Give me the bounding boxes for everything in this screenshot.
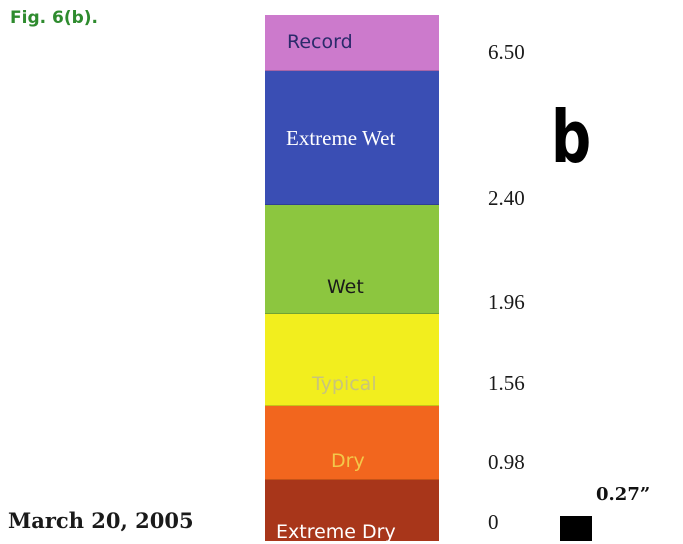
band-wet: Wet — [265, 205, 439, 314]
band-label-extreme-wet: Extreme Wet — [286, 126, 396, 150]
band-extreme-dry: Extreme Dry — [265, 480, 439, 543]
panel-letter: b — [551, 95, 592, 179]
band-extreme-wet: Extreme Wet — [265, 71, 439, 205]
band-label-record: Record — [287, 31, 353, 53]
band-typical: Typical — [265, 314, 439, 406]
precipitation-value-label: 0.27” — [596, 484, 651, 505]
precipitation-color-scale: Record Extreme Wet Wet Typical Dry Extre… — [265, 15, 439, 543]
threshold-label: 1.56 — [488, 371, 525, 395]
precipitation-value-bar — [560, 516, 592, 541]
threshold-label: 1.96 — [488, 290, 525, 314]
band-label-extreme-dry: Extreme Dry — [276, 521, 396, 543]
threshold-label: 6.50 — [488, 40, 525, 64]
band-dry: Dry — [265, 406, 439, 480]
threshold-label: 0 — [488, 510, 499, 534]
band-record: Record — [265, 15, 439, 71]
band-label-typical: Typical — [312, 373, 377, 395]
band-label-wet: Wet — [327, 276, 364, 298]
threshold-label: 0.98 — [488, 450, 525, 474]
band-label-dry: Dry — [331, 450, 365, 472]
threshold-label: 2.40 — [488, 186, 525, 210]
figure-label: Fig. 6(b). — [10, 8, 98, 28]
date-label: March 20, 2005 — [8, 508, 194, 533]
